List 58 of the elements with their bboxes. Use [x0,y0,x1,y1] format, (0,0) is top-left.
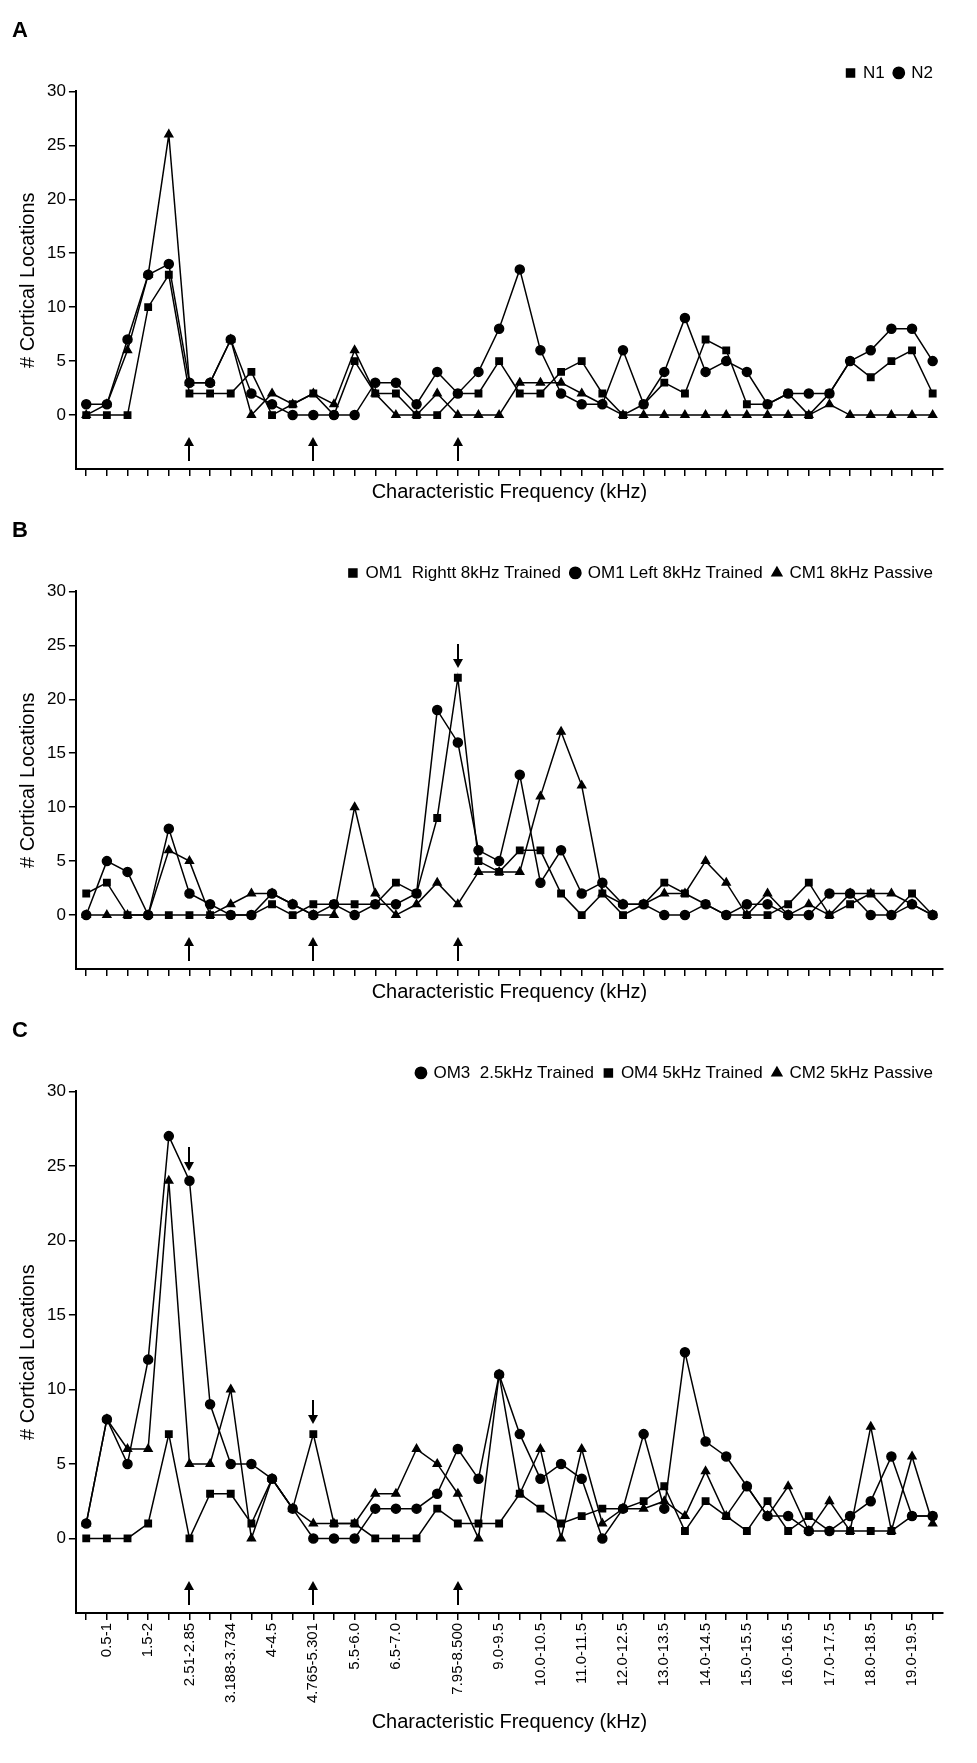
x-tick-label: 11.0-11.5 [571,1622,589,1685]
x-tick-label: 5.5-6.0 [344,1622,362,1670]
chart-title: C [12,1017,28,1043]
legend-label: N2 [911,62,933,82]
y-tick-label: 5 [56,350,66,370]
legend-label: OM1 Left 8kHz Trained [587,562,763,582]
y-tick-label: 15 [46,1304,66,1324]
y-tick-label: 0 [56,404,66,424]
x-tick-label: 6.5-7.0 [386,1622,404,1670]
x-tick-label: 1.5-2 [138,1622,156,1658]
y-tick-label: 25 [46,1155,66,1175]
y-tick-label: 10 [46,296,66,316]
y-tick-label: 30 [46,1081,66,1101]
legend-label: OM3 2.5kHz Trained [433,1062,595,1082]
x-axis-title: Characteristic Frequency (kHz) [371,1709,648,1732]
x-tick-label: 4.765-5.301 [303,1622,321,1704]
y-tick-label: 5 [56,1453,66,1473]
x-tick-label: 4-4.5 [262,1622,280,1658]
x-tick-label: 0.5-1 [97,1622,115,1658]
x-tick-label: 18.0-18.5 [860,1622,878,1687]
y-tick-label: 20 [46,1230,66,1250]
legend-label: N1 [863,62,885,82]
y-tick-label: 20 [46,188,66,208]
y-tick-label: 15 [46,742,66,762]
y-tick-label: 15 [46,242,66,262]
x-tick-label: 14.0-14.5 [695,1622,713,1687]
x-tick-label: 13.0-13.5 [654,1622,672,1687]
x-tick-label: 19.0-19.5 [902,1622,920,1687]
x-tick-label: 10.0-10.5 [530,1622,548,1687]
y-tick-label: 25 [46,135,66,155]
x-axis-title: Characteristic Frequency (kHz) [371,979,648,1002]
legend-label: CM2 5kHz Passive [789,1062,934,1082]
y-tick-label: 20 [46,688,66,708]
legend-label: OM1 Rightt 8kHz Trained [365,562,561,582]
x-tick-label: 9.0-9.5 [489,1622,507,1670]
y-tick-label: 5 [56,850,66,870]
x-tick-label: 2.51-2.85 [179,1622,197,1687]
x-axis-title: Characteristic Frequency (kHz) [371,479,648,502]
y-axis-title: # Cortical Locations [15,1264,38,1440]
x-tick-label: 7.95-8.500 [447,1622,465,1695]
y-tick-label: 10 [46,796,66,816]
legend-label: OM4 5kHz Trained [620,1062,763,1082]
chart-title: A [12,17,28,43]
x-tick-label: 16.0-16.5 [778,1622,796,1687]
y-axis-title: # Cortical Locations [15,692,38,869]
y-tick-label: 10 [46,1379,66,1399]
y-tick-label: 25 [46,635,66,655]
y-tick-label: 0 [56,1528,66,1548]
x-tick-label: 3.188-3.734 [220,1622,238,1704]
legend-label: CM1 8kHz Passive [789,562,934,582]
y-tick-label: 30 [46,581,66,601]
y-tick-label: 0 [56,904,66,924]
y-tick-label: 30 [46,81,66,101]
x-tick-label: 15.0-15.5 [737,1622,755,1687]
chart-title: B [12,517,28,543]
x-tick-label: 17.0-17.5 [819,1622,837,1687]
y-axis-title: # Cortical Locations [15,192,38,369]
x-tick-label: 12.0-12.5 [613,1622,631,1687]
